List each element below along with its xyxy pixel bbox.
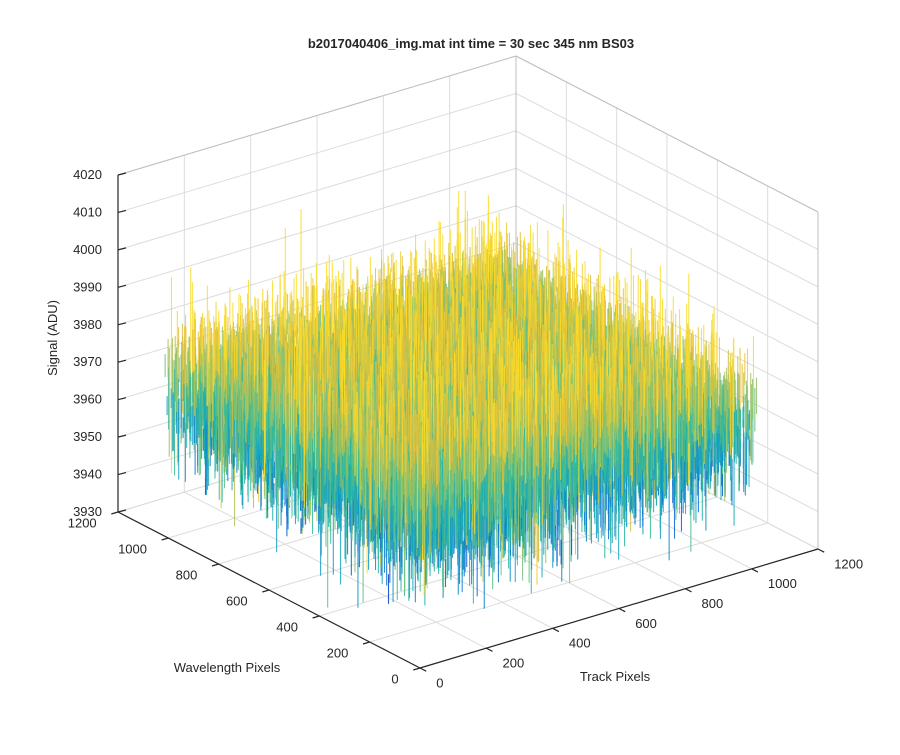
surface-plot: 0200400600800100012000200400600800100012… (0, 0, 900, 750)
